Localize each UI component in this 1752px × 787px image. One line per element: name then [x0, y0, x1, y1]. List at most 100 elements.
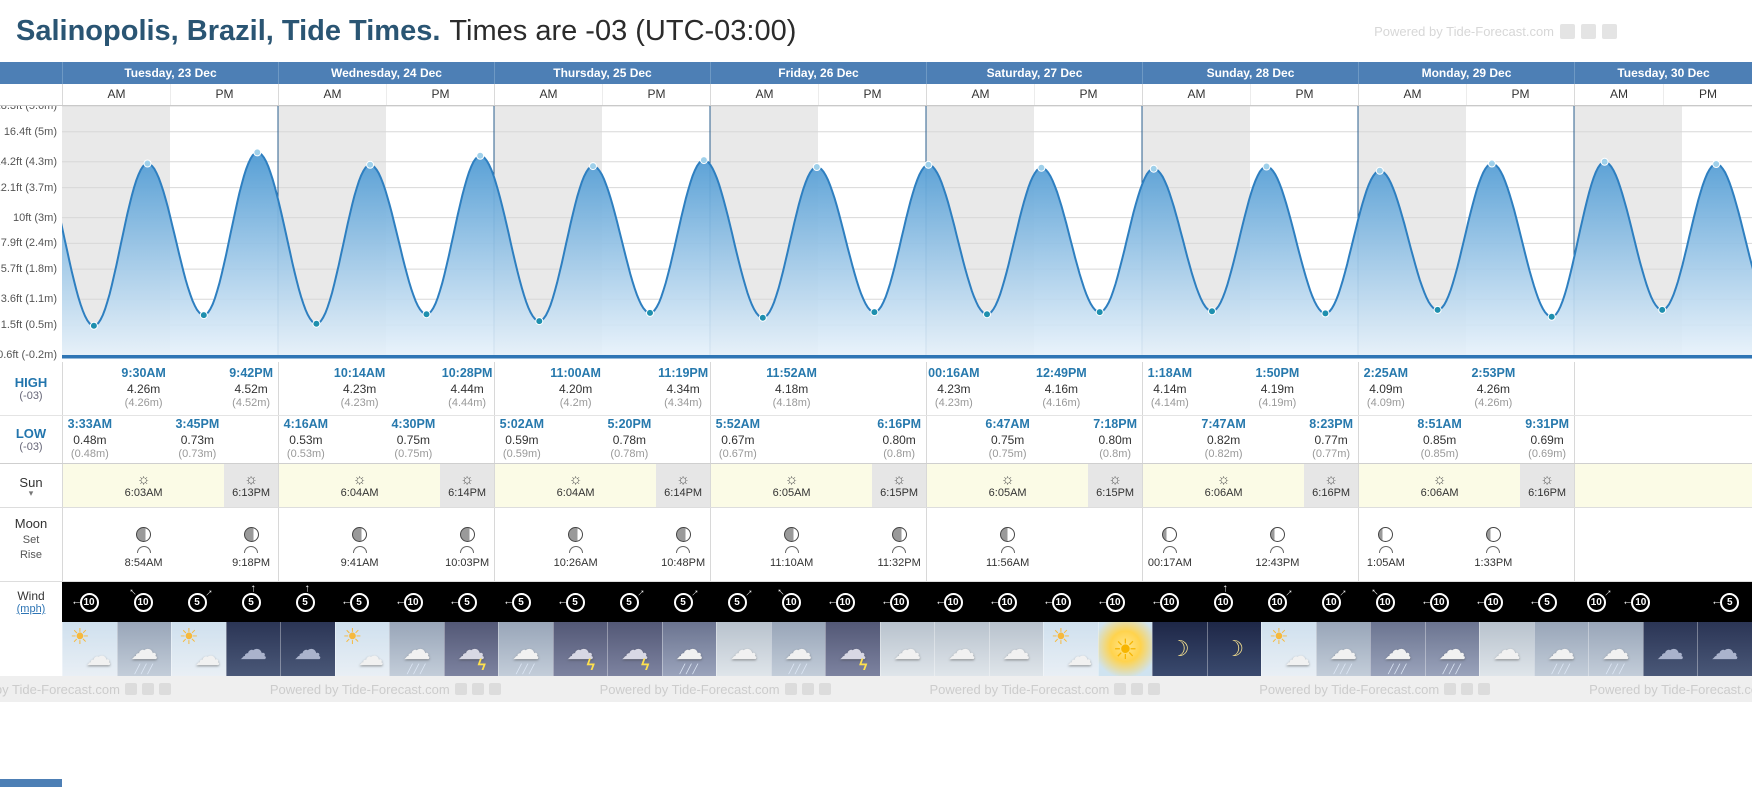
drops-glyph: ╱╱╱ [516, 664, 536, 674]
low-tide-entry: 3:45PM 0.73m (0.73m) [171, 417, 225, 461]
moon-day-cell: 11:56AM [926, 508, 1142, 581]
tide-time: 5:20PM [607, 417, 652, 432]
social-icon[interactable] [1478, 683, 1491, 695]
powered-by-header[interactable]: Powered by Tide-Forecast.com [1374, 23, 1617, 39]
day-header[interactable]: Tuesday, 23 Dec [62, 62, 278, 84]
day-header[interactable]: Sunday, 28 Dec [1142, 62, 1358, 84]
bolt-glyph: ϟ [859, 657, 868, 674]
moon-horizon-icon [136, 546, 151, 553]
weather-icon-rain-heavy: ☁ ╱╱╱ [1424, 622, 1479, 676]
social-icon[interactable] [801, 683, 814, 695]
moon-time: 9:18PM [232, 557, 271, 569]
lows-day-cell [1574, 416, 1752, 463]
wind-speed-badge: 5 → [557, 592, 585, 612]
pm-label: PM [386, 84, 494, 105]
wind-speed-badge: 10 → [1151, 592, 1179, 612]
low-tide-entry: 5:20PM 0.78m (0.78m) [603, 417, 657, 461]
tide-height: 0.80m [1098, 432, 1132, 447]
tide-time: 5:02AM [499, 417, 545, 432]
wind-day-cell: 10 → 10 → 10 → 10 → [1142, 582, 1358, 622]
powered-by-footer[interactable]: Powered by Tide-Forecast.com [0, 682, 171, 697]
tide-time: 1:50PM [1255, 366, 1300, 381]
moon-phase-icon [568, 527, 584, 542]
wind-reading: 5 → [548, 582, 602, 622]
high-tide-entry: 12:49PM 4.16m (4.16m) [1035, 366, 1089, 410]
wind-reading: 10 → [872, 582, 926, 622]
cloud-glyph: ☁ [1492, 633, 1521, 665]
collapse-caret-icon[interactable]: ▾ [28, 488, 34, 498]
cloud-glyph: ☁ [1710, 633, 1739, 665]
social-icon[interactable] [1461, 683, 1474, 695]
moon-entry: 10:26AM [549, 520, 603, 569]
cloud-glyph: ☁ [1002, 633, 1031, 665]
powered-by-footer[interactable]: Powered by Tide-Forecast.com [270, 682, 501, 697]
day-header[interactable]: Wednesday, 24 Dec [278, 62, 494, 84]
wind-reading: 5 → [332, 582, 386, 622]
sunset-icon: ☼ [244, 470, 258, 488]
sun-row-label[interactable]: Sun ▾ [0, 464, 62, 507]
wind-day-cell: 10 → 10 → 5 → [1574, 582, 1752, 622]
powered-by-footer[interactable]: Powered by Tide-Forecast.com [600, 682, 831, 697]
powered-by-footer[interactable]: Powered by Tide-Forecast.com [929, 682, 1161, 697]
social-icon[interactable] [1444, 683, 1457, 695]
moon-horizon-icon [568, 546, 583, 553]
social-icon[interactable] [1602, 23, 1617, 39]
day-header[interactable]: Friday, 26 Dec [710, 62, 926, 84]
wind-reading: 10 → [1466, 582, 1520, 622]
tide-height: 4.09m [1369, 381, 1403, 396]
bolt-glyph: ϟ [477, 657, 486, 674]
social-icon[interactable] [454, 683, 467, 695]
wind-reading: 5 → [170, 582, 224, 622]
wind-units-link[interactable]: (mph) [16, 603, 46, 615]
day-header[interactable]: Monday, 29 Dec [1358, 62, 1574, 84]
highs-day-cell: 11:00AM 4.20m (4.2m) 11:19PM 4.34m (4.34m) [494, 362, 710, 415]
pm-label: PM [1466, 84, 1574, 105]
lows-day-cell: 7:47AM 0.82m (0.82m) 8:23PM 0.77m (0.77m) [1142, 416, 1358, 463]
day-header[interactable]: Tuesday, 30 Dec [1574, 62, 1752, 84]
sunrise: ☼ 6:06AM [1413, 464, 1467, 507]
tide-height-alt: (0.59m) [502, 447, 541, 460]
tide-height: 0.75m [990, 432, 1025, 447]
social-icon[interactable] [488, 683, 501, 695]
social-icon[interactable] [1581, 23, 1596, 39]
wind-direction-arrow: → [299, 582, 312, 594]
wind-day-cell: 10 → 10 → 5 → 5 → [62, 582, 278, 622]
moon-horizon-icon [1162, 546, 1177, 553]
wind-reading: 5 → [224, 582, 278, 622]
powered-by-footer[interactable]: Powered by Tide-Forecast.com [1589, 682, 1752, 697]
social-icon[interactable] [1148, 683, 1161, 695]
tide-time: 8:51AM [1417, 417, 1462, 432]
wind-reading: 5 → [710, 582, 764, 622]
tide-time: 4:30PM [391, 417, 436, 432]
wind-direction-arrow: → [1217, 582, 1230, 594]
social-icon[interactable] [784, 683, 797, 695]
social-icon[interactable] [1560, 23, 1575, 39]
social-icon[interactable] [471, 683, 484, 695]
wind-speed-badge: 10 → [1475, 592, 1503, 612]
moon-phase-icon [243, 527, 259, 542]
sunrise-icon: ☼ [1432, 470, 1447, 488]
moon-entry: 8:54AM [117, 520, 171, 569]
wind-direction-arrow: → [1042, 597, 1054, 610]
cloud-glyph: ☁ [838, 633, 867, 665]
highs-day-cell: 10:14AM 4.23m (4.23m) 10:28PM 4.44m (4.44m) [278, 362, 494, 415]
social-icon[interactable] [818, 683, 831, 695]
drops-glyph: ╱╱╱ [1333, 664, 1353, 674]
day-header[interactable]: Thursday, 25 Dec [494, 62, 710, 84]
social-icon[interactable] [141, 683, 154, 695]
am-label: AM [107, 87, 126, 101]
social-icon[interactable] [1114, 683, 1127, 695]
set-label: Set [22, 534, 40, 546]
social-icon[interactable] [158, 683, 171, 695]
tide-time: 7:47AM [1201, 417, 1246, 432]
social-icon[interactable] [1131, 683, 1144, 695]
tide-time: 5:52AM [715, 417, 761, 432]
social-icon[interactable] [124, 683, 137, 695]
moon-horizon-icon [1378, 546, 1393, 553]
wind-speed-badge: 5 → [673, 584, 702, 612]
am-label: AM [1610, 87, 1628, 101]
cloud-glyph: ☁ [675, 633, 704, 665]
powered-by-footer[interactable]: Powered by Tide-Forecast.com [1259, 682, 1491, 697]
day-header[interactable]: Saturday, 27 Dec [926, 62, 1142, 84]
powered-by-text[interactable]: Powered by Tide-Forecast.com [1374, 23, 1554, 39]
